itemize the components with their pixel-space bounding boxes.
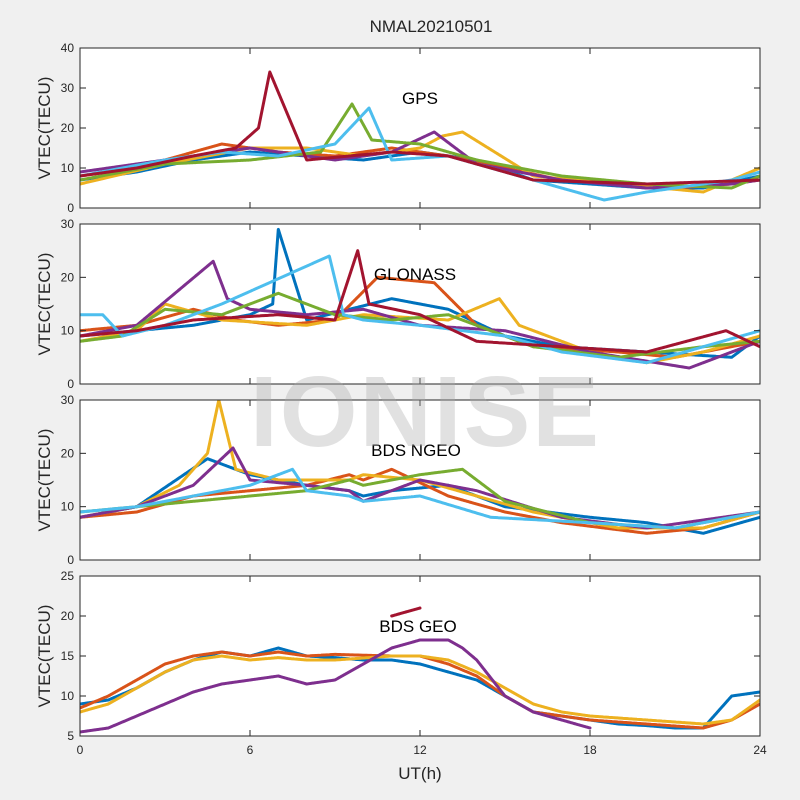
x-tick-label: 6 xyxy=(247,743,254,757)
y-tick-label: 20 xyxy=(61,446,75,460)
series-line-4 xyxy=(80,638,592,734)
series-line-4 xyxy=(80,446,760,530)
series-group xyxy=(80,606,760,734)
y-tick-label: 0 xyxy=(67,553,74,567)
series-group xyxy=(80,227,760,370)
y-tick-label: 10 xyxy=(61,500,75,514)
y-tick-label: 10 xyxy=(61,324,75,338)
y-tick-label: 10 xyxy=(61,161,75,175)
y-tick-label: 20 xyxy=(61,270,75,284)
y-tick-label: 10 xyxy=(61,689,75,703)
chart-panel-1: 0 10 20 30 40 VTEC(TECU) GPS xyxy=(35,41,761,215)
y-tick-label: 25 xyxy=(61,569,75,583)
chart-panel-2: 0 10 20 30 VTEC(TECU) GLONASS xyxy=(35,217,761,391)
x-tick-label: 0 xyxy=(77,743,84,757)
series-line-2 xyxy=(80,275,760,359)
y-tick-label: 20 xyxy=(61,121,75,135)
y-axis-label: VTEC(TECU) xyxy=(35,253,54,356)
panel-label: BDS GEO xyxy=(379,617,456,636)
x-tick-label: 12 xyxy=(413,743,427,757)
series-line-6 xyxy=(80,467,760,530)
y-tick-label: 0 xyxy=(67,377,74,391)
series-line-6 xyxy=(80,254,760,365)
y-tick-label: 40 xyxy=(61,41,75,55)
series-line-1 xyxy=(80,457,760,535)
series-line-5 xyxy=(390,606,422,618)
y-axis-label: VTEC(TECU) xyxy=(35,429,54,532)
x-tick-label: 18 xyxy=(583,743,597,757)
panel-label: GPS xyxy=(402,89,438,108)
panel-label: GLONASS xyxy=(374,265,456,284)
y-tick-label: 15 xyxy=(61,649,75,663)
figure-title: NMAL20210501 xyxy=(370,17,493,36)
y-tick-label: 30 xyxy=(61,81,75,95)
x-axis-label: UT(h) xyxy=(398,764,441,783)
x-tick-label: 24 xyxy=(753,743,767,757)
series-line-3 xyxy=(80,654,760,726)
y-tick-label: 30 xyxy=(61,393,75,407)
plot-area xyxy=(80,48,760,208)
series-group xyxy=(80,400,760,535)
y-axis-label: VTEC(TECU) xyxy=(35,77,54,180)
y-tick-label: 20 xyxy=(61,609,75,623)
series-line-5 xyxy=(80,291,760,359)
series-group xyxy=(80,70,760,202)
series-line-4 xyxy=(80,259,760,370)
chart-panel-3: 0 10 20 30 VTEC(TECU) BDS NGEO xyxy=(35,393,761,567)
series-line-7 xyxy=(80,70,760,186)
y-tick-label: 0 xyxy=(67,201,74,215)
chart-panels: 0 10 20 30 40 VTEC(TECU) GPS 0 10 20 30 VTEC(TECU) G… xyxy=(35,41,767,783)
y-axis-label: VTEC(TECU) xyxy=(35,605,54,708)
y-tick-label: 5 xyxy=(67,729,74,743)
series-line-7 xyxy=(80,249,760,354)
y-tick-label: 30 xyxy=(61,217,75,231)
panel-label: BDS NGEO xyxy=(371,441,461,460)
chart-panel-4: 5 10 15 20 25 0 6 12 18 24 VTEC(TECU) UT(h) BDS GEO xyxy=(35,569,767,783)
